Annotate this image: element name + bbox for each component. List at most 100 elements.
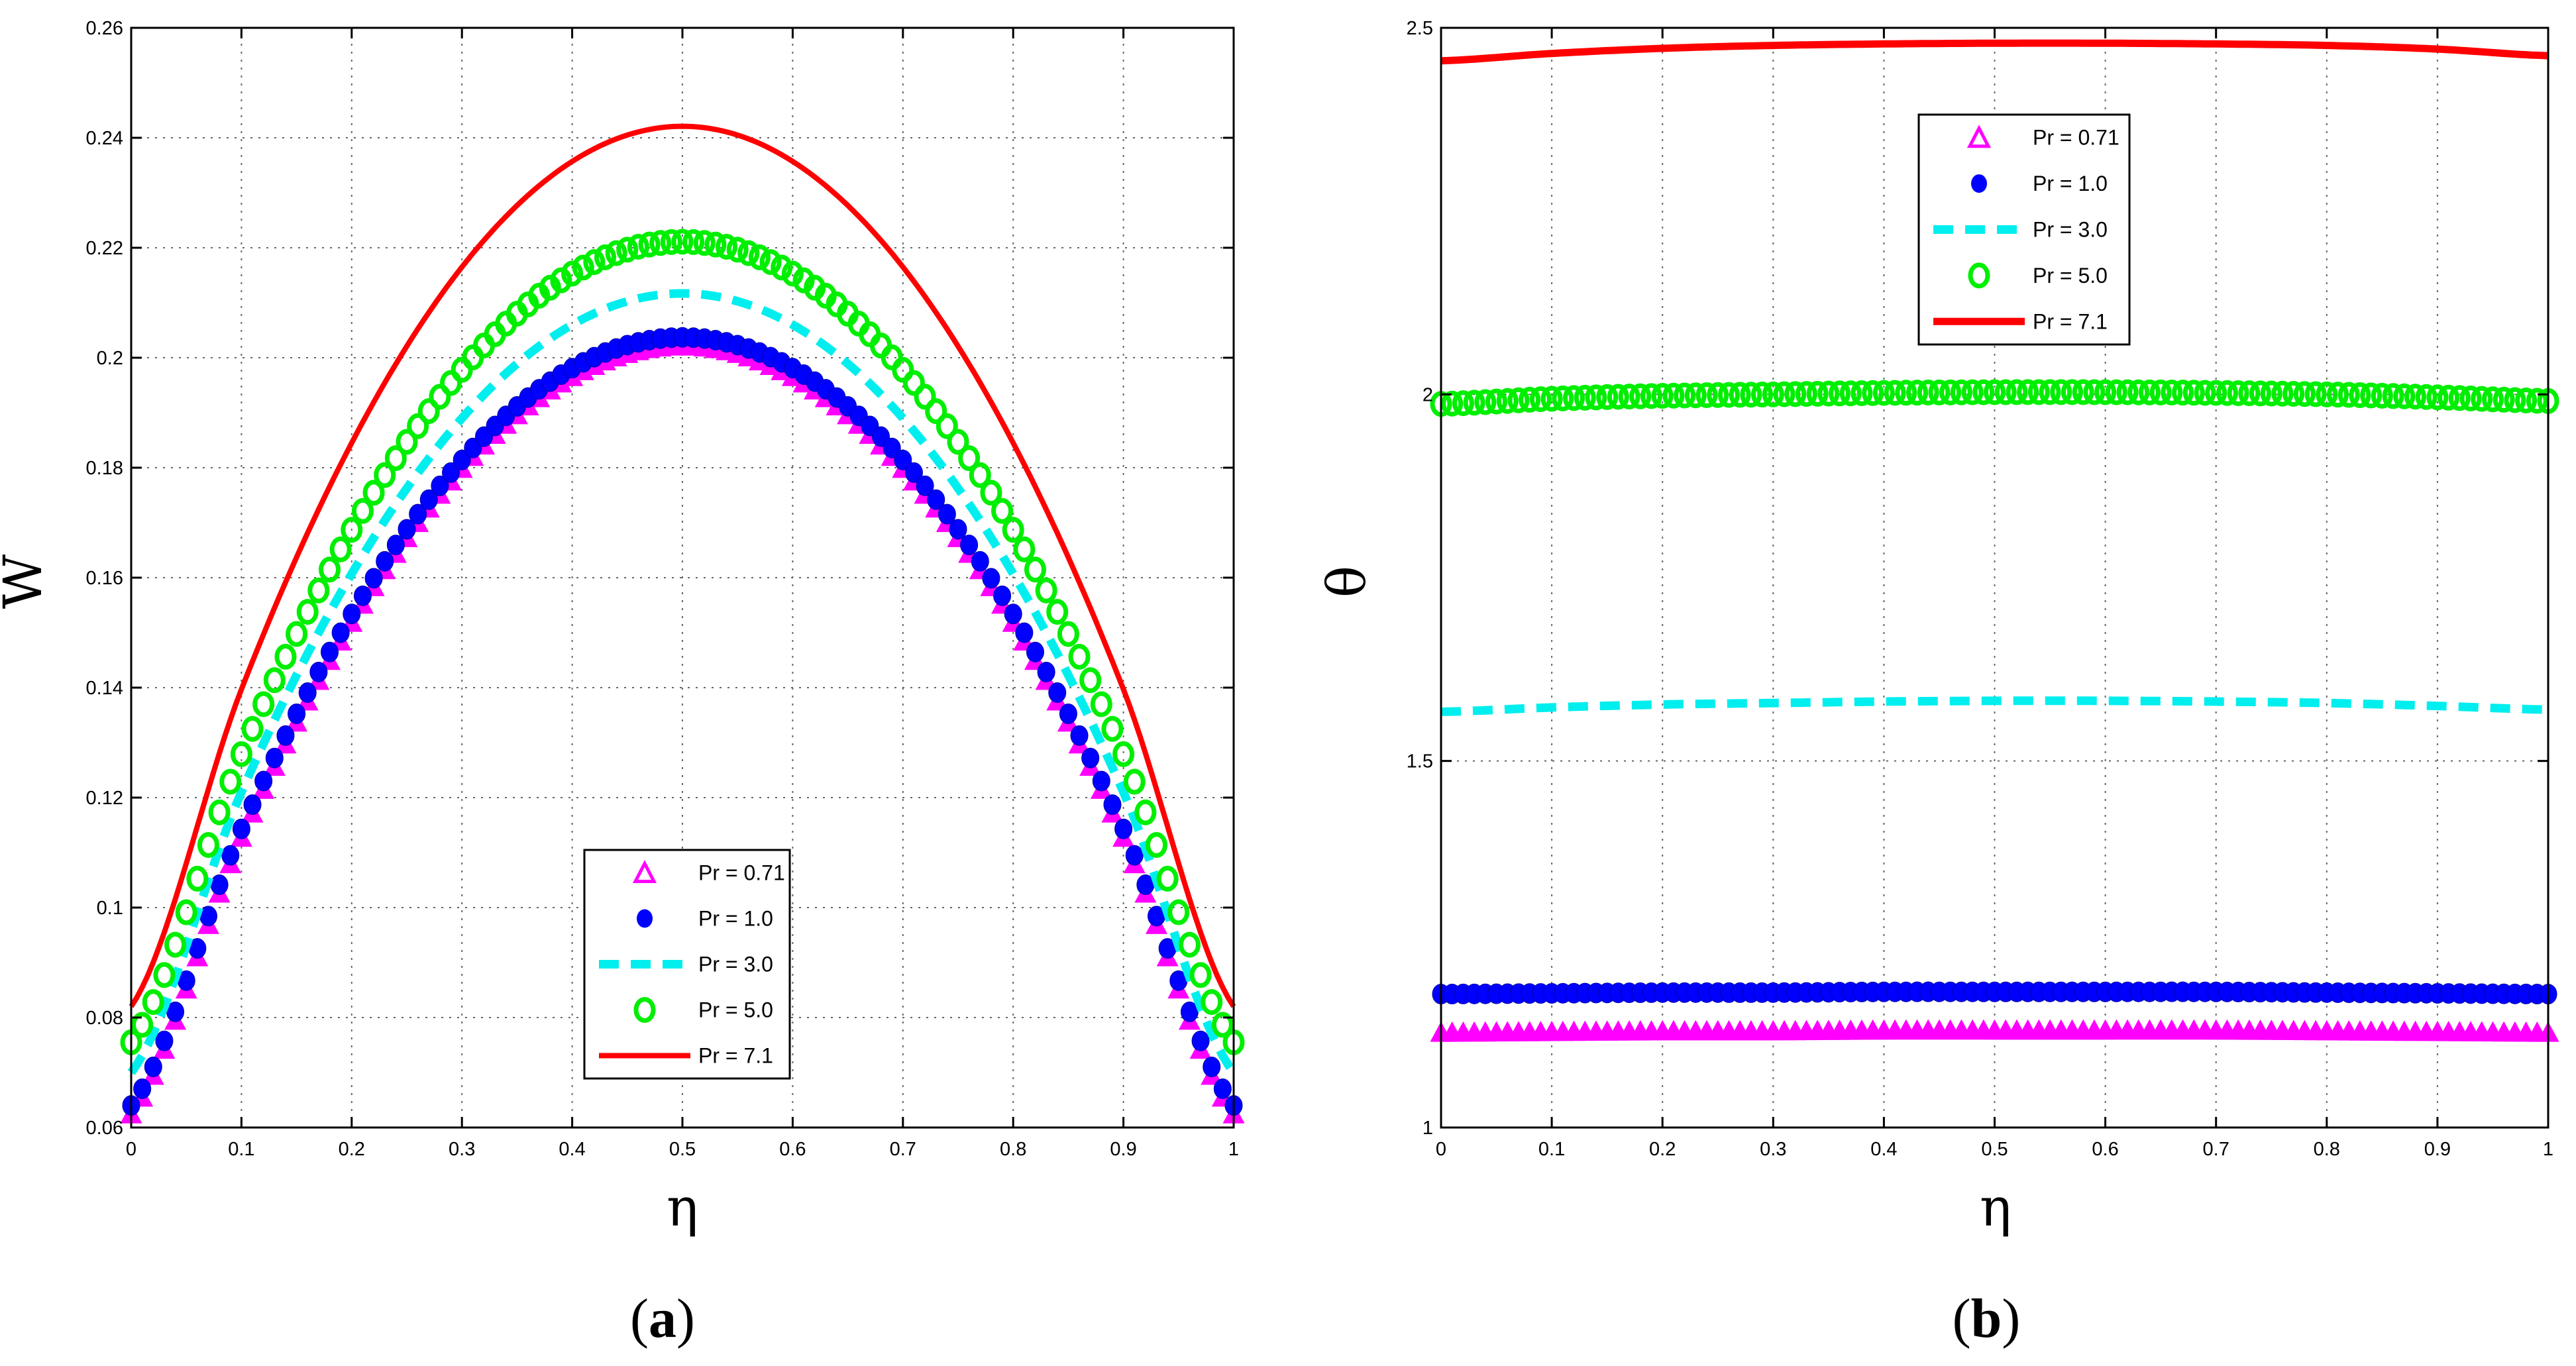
data-point-circle bbox=[2050, 379, 2072, 405]
data-point-circle bbox=[241, 715, 264, 742]
data-point-dot bbox=[1125, 845, 1144, 866]
x-tick-label: 0.8 bbox=[2314, 1139, 2340, 1160]
data-point-circle bbox=[2194, 380, 2216, 406]
data-point-circle bbox=[1441, 390, 1464, 417]
data-point-circle bbox=[1817, 380, 1840, 407]
data-point-circle bbox=[991, 498, 1014, 524]
data-point-circle bbox=[1806, 380, 1829, 407]
y-tick-label: 2 bbox=[1422, 384, 1433, 405]
legend-entry-label: Pr = 7.1 bbox=[698, 1044, 773, 1068]
data-point-dot bbox=[993, 585, 1012, 606]
data-point-dot bbox=[1004, 604, 1022, 625]
data-point-circle bbox=[396, 429, 418, 455]
data-point-circle bbox=[1795, 381, 1817, 407]
data-point-circle bbox=[319, 556, 341, 583]
legend-swatch-dot bbox=[637, 909, 653, 928]
data-point-circle bbox=[329, 536, 352, 562]
data-point-dot bbox=[453, 449, 471, 470]
data-point-circle bbox=[1651, 383, 1674, 409]
data-point-circle bbox=[1640, 383, 1662, 409]
data-point-circle bbox=[2471, 386, 2493, 412]
data-point-circle bbox=[252, 691, 275, 717]
data-point-circle bbox=[594, 244, 617, 270]
data-point-circle bbox=[131, 1012, 154, 1038]
panel-label-paren: ( bbox=[1953, 1288, 1971, 1349]
series-line bbox=[129, 123, 1236, 1008]
data-point-circle bbox=[429, 384, 451, 410]
data-point-dot bbox=[254, 770, 273, 792]
data-point-circle bbox=[947, 429, 969, 455]
y-tick-label: 0.26 bbox=[86, 18, 123, 39]
data-point-circle bbox=[1784, 381, 1807, 407]
data-point-circle bbox=[892, 356, 914, 383]
data-point-circle bbox=[2260, 380, 2282, 407]
data-point-circle bbox=[1917, 380, 1939, 406]
data-point-circle bbox=[1496, 388, 1519, 414]
y-tick-label: 1.5 bbox=[1407, 751, 1433, 772]
data-point-circle bbox=[1751, 382, 1774, 408]
data-point-circle bbox=[605, 240, 627, 266]
panel-b-chart: 0 0.1 0.2 0.3 0.4 0.5 0.6 0.7 0.8 0.9 1 1 1.5 2 2.5 η θ (… bbox=[1316, 18, 2559, 1349]
data-point-circle bbox=[1928, 379, 1951, 405]
data-point-circle bbox=[1563, 385, 1585, 411]
data-point-dot bbox=[1203, 1057, 1221, 1078]
data-point-circle bbox=[2161, 380, 2183, 406]
legend-swatch-circle bbox=[633, 997, 656, 1023]
legend-box bbox=[1917, 113, 2131, 346]
data-point-dot bbox=[883, 437, 901, 458]
data-point-circle bbox=[2515, 388, 2538, 414]
data-point-circle bbox=[2127, 379, 2150, 405]
data-point-circle bbox=[2481, 386, 2504, 413]
data-point-circle bbox=[2316, 381, 2338, 407]
data-point-circle bbox=[1540, 386, 1563, 412]
data-point-dot bbox=[1213, 1078, 1232, 1100]
data-point-circle bbox=[286, 621, 308, 647]
data-point-circle bbox=[2205, 380, 2227, 406]
data-point-circle bbox=[186, 865, 209, 892]
x-tick-label: 0.6 bbox=[779, 1139, 806, 1160]
data-point-dot bbox=[1015, 622, 1034, 643]
data-point-dot bbox=[1103, 794, 1122, 815]
data-point-circle bbox=[2271, 380, 2294, 407]
series-line bbox=[127, 289, 1238, 1075]
x-tick-label: 0.4 bbox=[559, 1139, 585, 1160]
data-point-dot bbox=[927, 489, 945, 510]
data-point-circle bbox=[1134, 799, 1157, 825]
series-pr-1-0 bbox=[1432, 981, 2557, 1005]
data-point-dot bbox=[232, 818, 250, 839]
data-point-circle bbox=[958, 445, 981, 472]
data-point-circle bbox=[1167, 899, 1190, 925]
data-point-dot bbox=[276, 725, 295, 746]
data-point-dot bbox=[353, 585, 372, 606]
data-point-circle bbox=[197, 832, 219, 859]
data-point-circle bbox=[2182, 380, 2205, 406]
data-point-circle bbox=[2172, 380, 2194, 406]
data-point-circle bbox=[1068, 643, 1091, 670]
data-point-circle bbox=[1884, 380, 1906, 406]
data-point-circle bbox=[638, 231, 661, 258]
data-point-circle bbox=[2304, 381, 2327, 407]
data-point-dot bbox=[210, 874, 229, 896]
data-point-circle bbox=[980, 480, 1002, 506]
data-point-circle bbox=[1146, 832, 1168, 859]
legend-swatch-circle bbox=[1968, 262, 1990, 289]
x-tick-label: 0.9 bbox=[1110, 1139, 1136, 1160]
data-point-circle bbox=[263, 667, 286, 694]
y-tick-label: 1 bbox=[1422, 1118, 1433, 1139]
series-pr-7-1 bbox=[1440, 39, 2549, 65]
data-point-dot bbox=[1092, 770, 1110, 792]
data-point-dot bbox=[971, 551, 989, 572]
data-point-circle bbox=[341, 517, 363, 543]
data-point-circle bbox=[1211, 1012, 1234, 1038]
data-point-circle bbox=[716, 234, 738, 260]
data-point-dot bbox=[243, 794, 262, 815]
series-pr-3-0 bbox=[127, 289, 1238, 1075]
data-point-circle bbox=[969, 462, 991, 488]
x-tick-label: 0.9 bbox=[2424, 1139, 2451, 1160]
data-point-dot bbox=[376, 551, 394, 572]
series-pr-5-0 bbox=[120, 229, 1245, 1055]
data-point-circle bbox=[693, 230, 716, 256]
data-point-circle bbox=[2138, 379, 2161, 405]
data-point-circle bbox=[1201, 989, 1223, 1016]
series-pr-3-0 bbox=[1440, 696, 2549, 716]
